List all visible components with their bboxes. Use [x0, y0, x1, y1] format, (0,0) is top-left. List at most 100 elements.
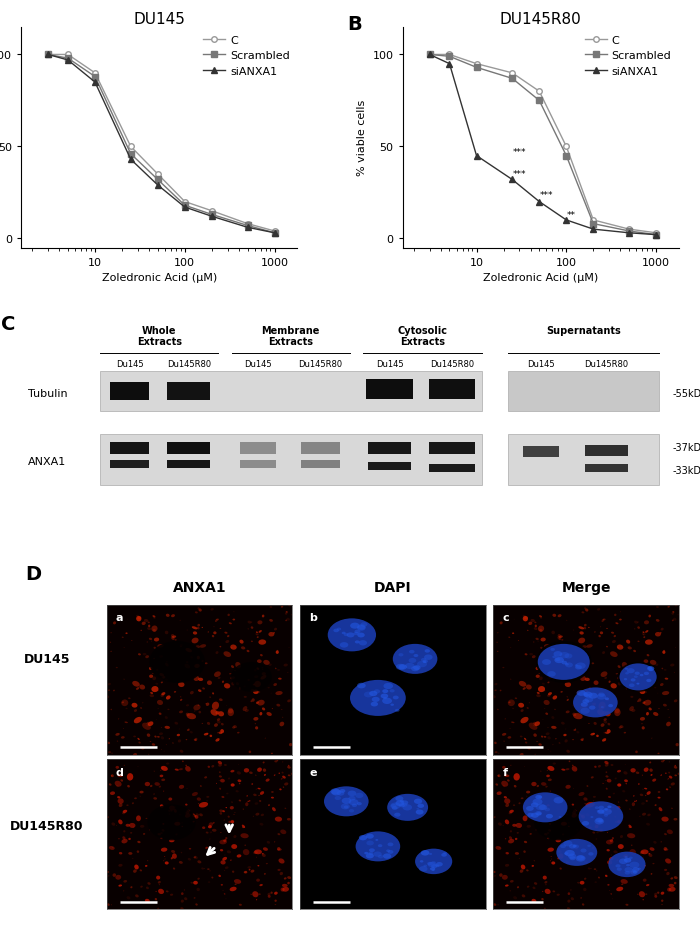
Ellipse shape [134, 717, 142, 724]
Ellipse shape [172, 854, 177, 859]
Ellipse shape [576, 731, 580, 734]
Ellipse shape [575, 663, 586, 669]
Ellipse shape [637, 690, 640, 692]
Ellipse shape [117, 796, 120, 799]
Ellipse shape [591, 777, 594, 779]
Bar [110, 460, 149, 469]
Ellipse shape [220, 884, 223, 885]
Ellipse shape [420, 860, 424, 863]
Bar [100, 435, 482, 485]
Ellipse shape [566, 768, 570, 770]
Ellipse shape [227, 636, 230, 638]
Ellipse shape [204, 777, 207, 779]
Ellipse shape [341, 804, 350, 809]
Ellipse shape [640, 669, 643, 672]
Ellipse shape [584, 878, 587, 880]
Text: Du145: Du145 [116, 359, 144, 368]
Ellipse shape [625, 904, 629, 906]
Ellipse shape [111, 651, 112, 652]
Ellipse shape [557, 857, 560, 859]
Ellipse shape [654, 895, 657, 898]
Ellipse shape [526, 806, 533, 811]
Ellipse shape [538, 687, 545, 692]
Ellipse shape [537, 692, 540, 694]
Ellipse shape [186, 649, 192, 652]
Ellipse shape [634, 651, 636, 652]
Ellipse shape [147, 860, 148, 861]
Ellipse shape [276, 704, 280, 707]
Ellipse shape [519, 827, 521, 828]
Ellipse shape [663, 704, 667, 707]
Ellipse shape [504, 775, 510, 777]
Ellipse shape [572, 811, 576, 815]
Ellipse shape [374, 852, 382, 857]
Ellipse shape [589, 827, 592, 829]
siANXA1 [208, 212, 216, 223]
Ellipse shape [185, 804, 188, 806]
Ellipse shape [615, 623, 618, 625]
Ellipse shape [643, 667, 646, 670]
Ellipse shape [624, 771, 627, 775]
Ellipse shape [605, 875, 608, 877]
Ellipse shape [631, 709, 636, 712]
Ellipse shape [158, 833, 161, 835]
Ellipse shape [212, 635, 214, 638]
Ellipse shape [262, 853, 264, 855]
Ellipse shape [581, 738, 584, 741]
Text: -55kDa: -55kDa [673, 389, 700, 398]
Ellipse shape [257, 660, 262, 664]
Ellipse shape [234, 646, 237, 649]
Ellipse shape [584, 625, 587, 626]
Ellipse shape [533, 886, 536, 889]
Ellipse shape [181, 852, 182, 854]
Ellipse shape [580, 857, 583, 858]
Ellipse shape [596, 697, 597, 698]
Ellipse shape [536, 830, 537, 831]
Ellipse shape [271, 792, 274, 793]
Ellipse shape [274, 683, 277, 687]
Ellipse shape [204, 663, 208, 664]
Ellipse shape [231, 802, 232, 803]
Ellipse shape [197, 627, 199, 630]
Ellipse shape [262, 615, 265, 618]
Ellipse shape [275, 817, 282, 821]
Ellipse shape [216, 711, 220, 715]
Ellipse shape [624, 732, 626, 734]
Ellipse shape [630, 871, 634, 873]
Ellipse shape [287, 882, 290, 884]
Ellipse shape [108, 683, 111, 686]
Ellipse shape [546, 814, 553, 818]
Ellipse shape [153, 647, 156, 650]
Ellipse shape [669, 887, 675, 892]
Ellipse shape [219, 840, 227, 844]
Ellipse shape [603, 808, 608, 811]
Ellipse shape [230, 859, 232, 861]
Ellipse shape [178, 740, 181, 742]
Text: DAPI: DAPI [374, 581, 412, 595]
Ellipse shape [497, 709, 498, 711]
Ellipse shape [202, 688, 205, 690]
Ellipse shape [287, 700, 290, 702]
Ellipse shape [614, 816, 616, 818]
Ellipse shape [612, 793, 615, 794]
Ellipse shape [187, 714, 196, 719]
Ellipse shape [606, 809, 610, 812]
Bar [167, 382, 210, 401]
Ellipse shape [145, 899, 150, 903]
Ellipse shape [526, 791, 530, 793]
Ellipse shape [357, 683, 365, 689]
Ellipse shape [634, 801, 636, 802]
Ellipse shape [645, 894, 648, 895]
Ellipse shape [554, 657, 564, 664]
Ellipse shape [678, 773, 680, 775]
Ellipse shape [265, 779, 270, 781]
Ellipse shape [533, 734, 537, 737]
Text: Du145: Du145 [244, 359, 272, 368]
Ellipse shape [409, 651, 414, 653]
Ellipse shape [165, 678, 168, 681]
Ellipse shape [116, 875, 121, 880]
Ellipse shape [210, 831, 212, 833]
Ellipse shape [388, 843, 393, 846]
Ellipse shape [526, 825, 531, 828]
Ellipse shape [535, 722, 540, 727]
